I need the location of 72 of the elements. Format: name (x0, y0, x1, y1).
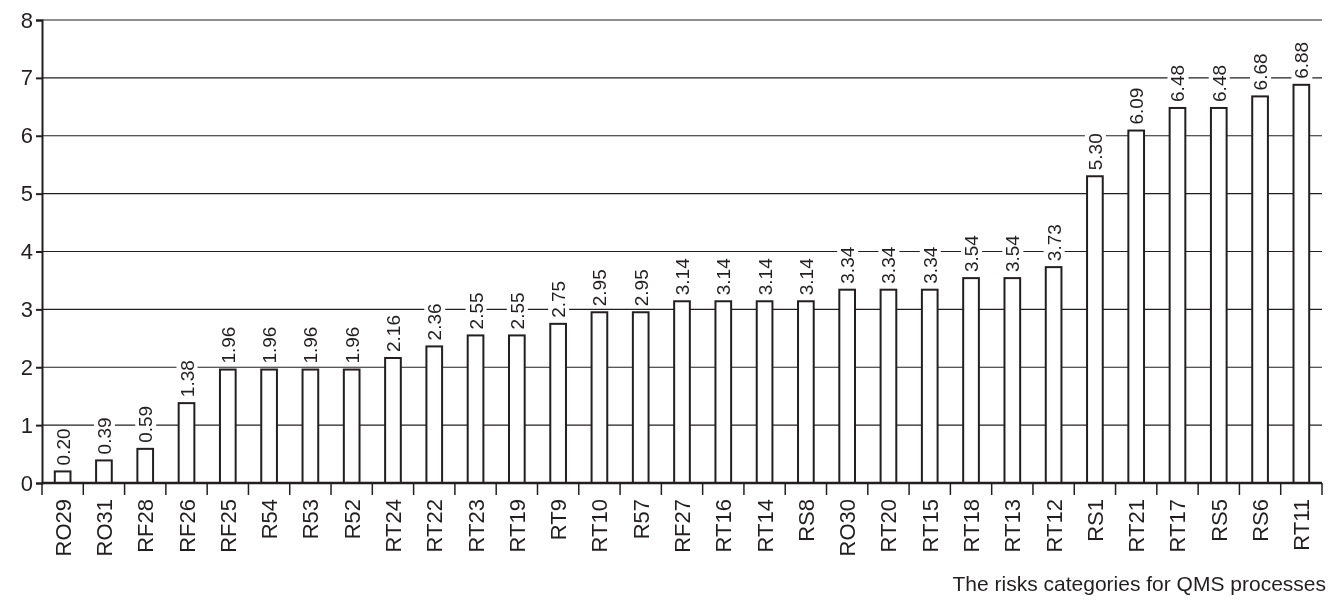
x-tick-label: RT13 (1000, 499, 1026, 553)
data-label: 3.34 (919, 246, 941, 284)
data-label: 1.96 (300, 326, 322, 364)
x-tick-label: RS5 (1206, 499, 1232, 542)
x-tick-label: RT11 (1289, 499, 1315, 551)
data-label: 3.14 (713, 257, 735, 296)
y-tick-label: 7 (20, 65, 33, 91)
data-label: 0.59 (135, 405, 157, 443)
x-tick-label: RF27 (670, 499, 695, 553)
x-tick-label: RT10 (587, 499, 613, 553)
y-tick-label: 1 (20, 412, 33, 438)
x-tick-label: RF25 (215, 499, 241, 553)
data-label: 2.55 (506, 292, 528, 330)
x-tick-label: RO30 (835, 499, 861, 557)
x-tick-label: RF26 (174, 499, 200, 553)
x-tick-label: R52 (339, 499, 365, 540)
data-label: 1.96 (341, 326, 363, 364)
x-tick-label: RS1 (1082, 499, 1108, 542)
data-label: 6.48 (1167, 64, 1189, 102)
data-label: 6.88 (1291, 41, 1313, 79)
data-label: 0.39 (93, 417, 115, 455)
data-label: 3.34 (878, 246, 900, 284)
data-label: 3.14 (795, 257, 817, 296)
y-tick-label: 3 (20, 296, 33, 322)
x-axis-title: The risks categories for QMS processes (952, 572, 1326, 595)
y-tick-label: 2 (20, 354, 33, 380)
data-label: 5.30 (1084, 133, 1106, 171)
x-tick-label: RS6 (1248, 499, 1274, 542)
x-tick-label: RT15 (917, 499, 943, 553)
data-label: 6.68 (1250, 53, 1272, 91)
data-label: 1.96 (259, 326, 281, 364)
x-tick-label: RO31 (91, 499, 117, 557)
data-label: 3.14 (754, 257, 776, 296)
data-label: 0.20 (52, 428, 74, 466)
y-tick-label: 4 (20, 239, 33, 265)
data-label: 3.14 (672, 257, 693, 296)
data-label: 2.75 (548, 280, 570, 318)
x-tick-label: RO29 (50, 499, 76, 557)
data-label: 2.36 (424, 303, 446, 341)
data-label: 2.95 (589, 269, 611, 307)
data-label: 6.09 (1126, 87, 1148, 125)
data-label: 1.38 (176, 360, 198, 398)
x-tick-label: RT17 (1165, 499, 1191, 553)
data-label: 2.55 (465, 292, 487, 330)
x-tick-label: RT9 (546, 499, 572, 541)
x-tick-label: RT19 (504, 499, 530, 553)
y-tick-label: 6 (20, 123, 33, 149)
data-label: 6.48 (1208, 64, 1230, 102)
data-label: 1.96 (217, 326, 239, 364)
x-tick-label: R54 (257, 499, 283, 540)
x-tick-label: RT20 (876, 499, 902, 553)
y-tick-label: 5 (20, 181, 33, 207)
data-label: 3.34 (837, 246, 859, 284)
x-tick-label: RT23 (463, 499, 489, 553)
data-label: 3.54 (1002, 234, 1024, 273)
data-label: 3.73 (1043, 224, 1065, 262)
x-tick-label: R53 (298, 499, 324, 540)
x-tick-label: RF28 (133, 499, 159, 553)
data-label: 3.54 (961, 234, 983, 273)
x-tick-label: RT22 (422, 499, 448, 553)
x-tick-label: RT18 (959, 499, 985, 553)
x-tick-label: RT16 (711, 499, 737, 553)
x-tick-label: RS8 (793, 499, 819, 542)
x-tick-label: RT14 (752, 499, 778, 553)
y-tick-label: 8 (20, 7, 33, 33)
y-tick-label: 0 (20, 470, 33, 496)
x-tick-label: R57 (628, 499, 654, 540)
x-tick-label: RT24 (380, 499, 406, 553)
x-tick-label: RT12 (1041, 499, 1067, 553)
data-label: 2.95 (630, 269, 652, 307)
data-label: 2.16 (382, 315, 404, 352)
x-tick-label: RT21 (1124, 499, 1150, 553)
